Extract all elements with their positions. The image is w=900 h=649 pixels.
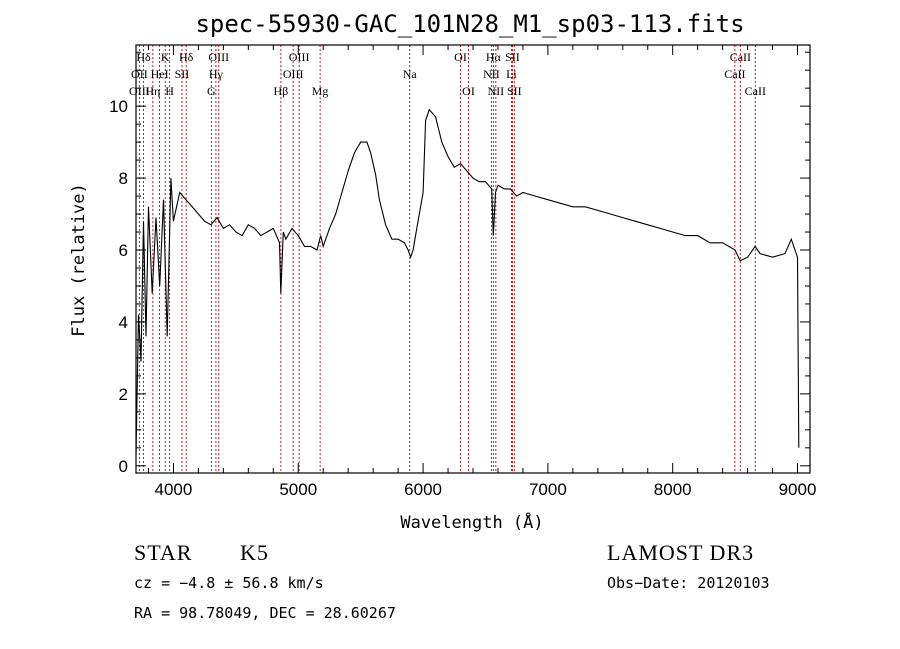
y-tick-label: 2 [119, 385, 128, 404]
redshift-cz: cz = −4.8 ± 56.8 km/s [134, 574, 324, 592]
spectral-line-label: Hη [145, 84, 160, 98]
x-tick-label: 5000 [279, 480, 317, 499]
spectral-line-label: Hδ [179, 50, 194, 64]
plot-frame [135, 44, 811, 474]
spectral-line-label: Hγ [209, 67, 224, 81]
object-type: STAR [134, 540, 193, 565]
spectral-line-label: OIII [129, 84, 150, 98]
chart-title: spec-55930-GAC_101N28_M1_sp03-113.fits [195, 10, 744, 38]
spectral-line-label: SII [507, 84, 522, 98]
coordinates: RA = 98.78049, DEC = 28.60267 [134, 604, 396, 622]
spectral-line-label: OI [462, 84, 475, 98]
y-tick-label: 10 [109, 97, 128, 116]
spectral-line-label: HeI [151, 67, 169, 81]
spectral-line-label: Na [403, 67, 418, 81]
spectral-line-label: SII [175, 67, 190, 81]
y-axis-label: Flux (relative) [69, 183, 89, 337]
x-tick-label: 6000 [404, 480, 442, 499]
spectral-line-label: G [207, 84, 216, 98]
spectral-line-label: OIII [289, 50, 310, 64]
spectral-line-label: OIII [283, 67, 304, 81]
spectral-subclass: K5 [240, 540, 269, 565]
spectral-line-markers [138, 45, 756, 473]
spectral-line-label: CaII [745, 84, 766, 98]
spectral-line-label: Hδ [136, 50, 151, 64]
spectral-line-label: CaII [730, 50, 751, 64]
spectral-line-label: SII [505, 50, 520, 64]
spectral-line-label: OI [454, 50, 467, 64]
axis-ticks: 4000 5000 6000 7000 8000 9000 0 2 4 6 8 10 [109, 45, 816, 499]
spectral-line-label: Hβ [274, 84, 289, 98]
spectral-line-label: Hα [486, 50, 502, 64]
observation-date: Obs−Date: 20120103 [607, 574, 770, 592]
spectral-line-label: NII [488, 84, 505, 98]
y-tick-label: 6 [119, 241, 128, 260]
x-tick-label: 7000 [529, 480, 567, 499]
x-tick-label: 9000 [779, 480, 817, 499]
spectral-line-label: K [161, 50, 170, 64]
spectral-line-label: NII [483, 67, 500, 81]
spectral-line-label: OII [131, 67, 148, 81]
y-tick-label: 8 [119, 169, 128, 188]
spectral-line-label: Mg [312, 84, 329, 98]
spectral-line-label: CaII [724, 67, 745, 81]
flux-series-line [135, 108, 800, 456]
spectral-line-label: H [165, 84, 174, 98]
y-tick-label: 4 [119, 313, 128, 332]
survey-name: LAMOST DR3 [607, 540, 755, 565]
spectral-line-label: Li [506, 67, 517, 81]
y-tick-label: 0 [119, 457, 128, 476]
x-tick-label: 8000 [654, 480, 692, 499]
spectral-line-label: OIII [208, 50, 229, 64]
x-axis-label: Wavelength (Å) [400, 511, 543, 533]
x-tick-label: 4000 [155, 480, 193, 499]
